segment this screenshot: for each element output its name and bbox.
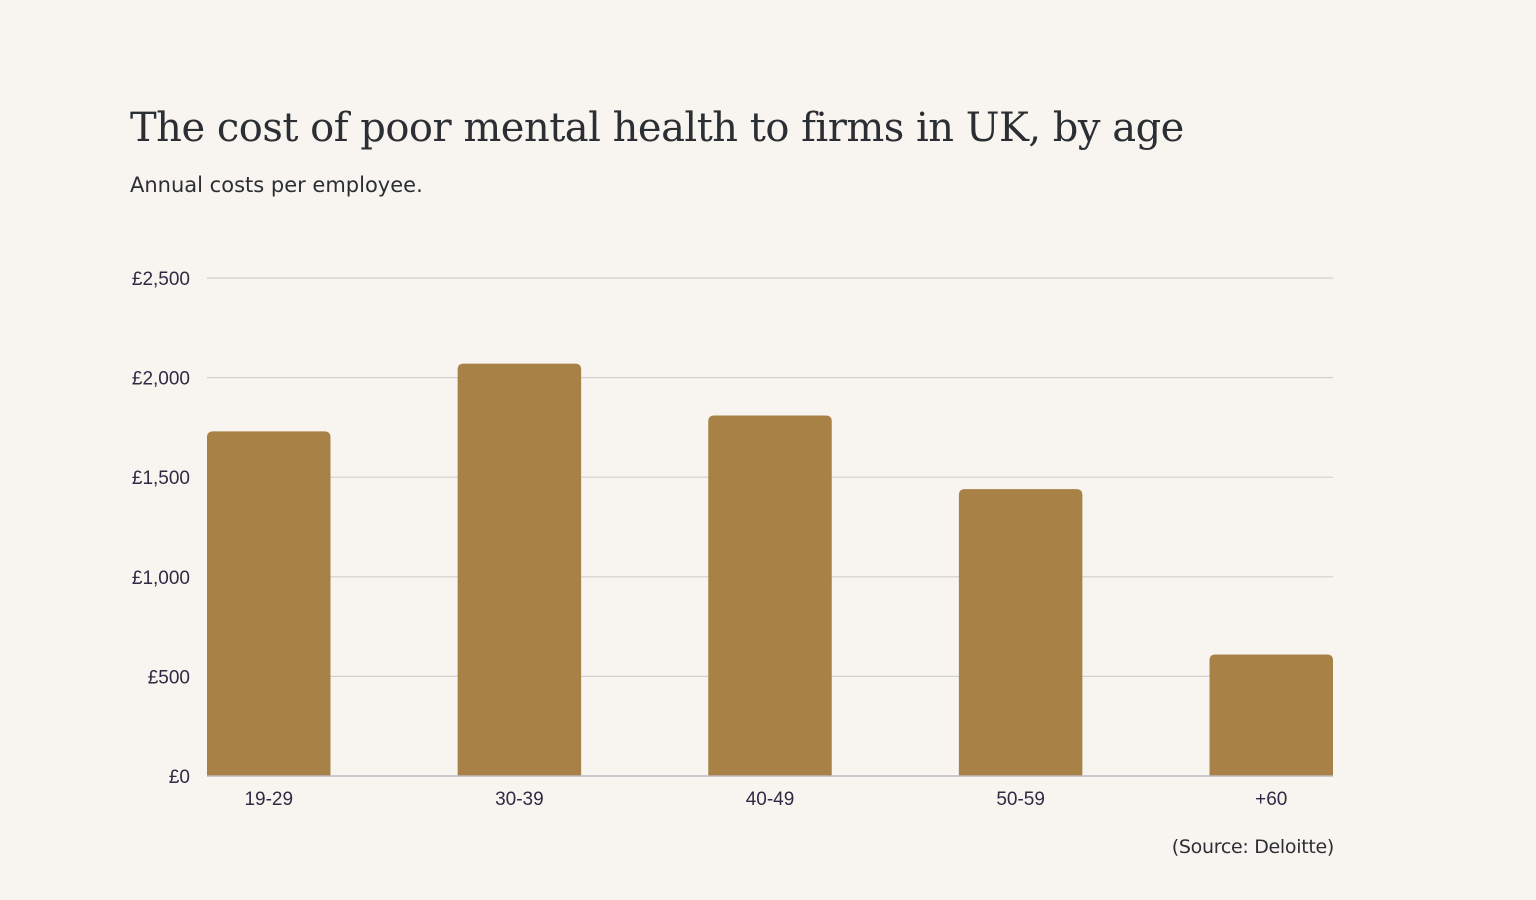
- bar-3039: [457, 363, 582, 776]
- y-axis-ticks: £0 £500 £1,000 £1,500 £2,000 £2,500: [132, 269, 190, 788]
- y-tick-label: £1,500: [132, 468, 190, 489]
- y-tick-label: £0: [169, 767, 190, 788]
- y-tick-label: £1,000: [132, 568, 190, 589]
- x-tick-label: 19-29: [244, 789, 293, 810]
- bar-1929: [207, 431, 331, 776]
- bar-60: [1209, 654, 1333, 776]
- y-tick-label: £500: [148, 667, 190, 688]
- chart-title: The cost of poor mental health to firms …: [130, 105, 1184, 151]
- y-tick-label: £2,000: [132, 369, 190, 390]
- bar-5059: [958, 489, 1083, 776]
- bars: [207, 363, 1333, 776]
- x-tick-label: +60: [1255, 789, 1287, 810]
- x-tick-label: 50-59: [996, 789, 1045, 810]
- y-tick-label: £2,500: [132, 269, 190, 290]
- x-axis-ticks: 19-29 30-39 40-49 50-59 +60: [244, 789, 1287, 810]
- chart-subtitle: Annual costs per employee.: [130, 173, 423, 197]
- source-note: (Source: Deloitte): [1171, 836, 1335, 858]
- x-tick-label: 40-49: [746, 789, 795, 810]
- x-tick-label: 30-39: [495, 789, 544, 810]
- bar-4049: [708, 415, 832, 776]
